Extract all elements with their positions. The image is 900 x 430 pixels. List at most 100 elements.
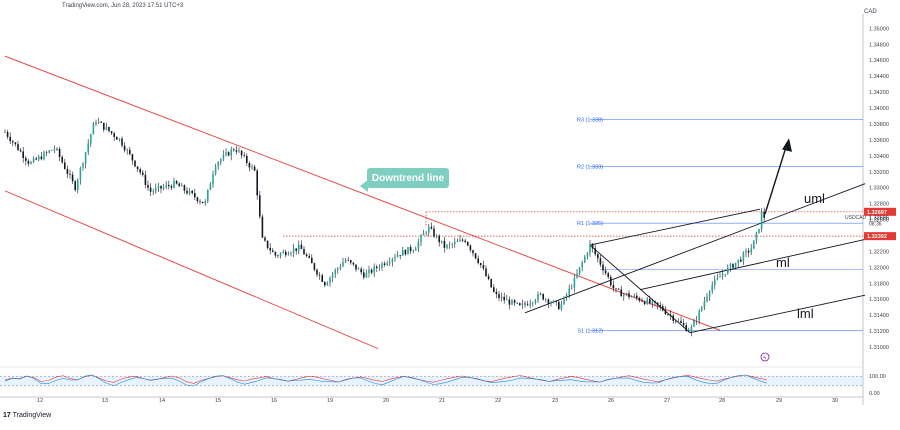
candle-body: [113, 133, 115, 137]
candle-body: [513, 300, 516, 303]
candle-body: [131, 154, 134, 161]
x-tick-label: 13: [102, 398, 108, 404]
candle-body: [506, 299, 508, 301]
candle-body: [350, 260, 352, 263]
candle-body: [225, 152, 227, 155]
candle-body: [360, 268, 362, 273]
candle-body: [682, 323, 685, 326]
y-tick-label: 1.33800: [869, 122, 889, 128]
y-tick-label: 1.33000: [869, 186, 889, 192]
candle-body: [490, 279, 492, 288]
candle-body: [248, 163, 251, 168]
candle-body: [40, 156, 43, 160]
candle-body: [615, 288, 617, 289]
candles: [4, 117, 765, 337]
candle-body: [116, 136, 118, 140]
candle-body: [136, 166, 139, 170]
candle-body: [264, 237, 266, 241]
candle-body: [266, 240, 269, 248]
candle-body: [79, 167, 82, 181]
candle-body: [56, 148, 58, 150]
candle-body: [305, 254, 308, 257]
candle-body: [464, 240, 466, 243]
candle-body: [337, 268, 339, 271]
candle-body: [269, 247, 271, 251]
candle-body: [612, 284, 615, 289]
candle-body: [425, 232, 427, 234]
candle-body: [719, 276, 721, 278]
candle-body: [547, 299, 550, 304]
candle-body: [597, 254, 599, 259]
candle-body: [292, 248, 295, 253]
candle-body: [578, 267, 581, 274]
candle-body: [594, 248, 596, 255]
candle-body: [487, 276, 490, 280]
candle-body: [727, 267, 729, 274]
candle-body: [396, 255, 399, 258]
candle-body: [170, 186, 173, 188]
y-tick-label: 1.34200: [869, 90, 889, 96]
candle-body: [599, 258, 602, 265]
candle-body: [454, 241, 456, 245]
candle-body: [214, 166, 217, 175]
currency-label: CAD: [864, 9, 877, 15]
price-axis[interactable]: 1.35000 1.34800 1.34600 1.34400 1.34200 1.340…: [845, 26, 896, 351]
candle-body: [503, 296, 505, 301]
candle-body: [191, 190, 193, 194]
tradingview-logo[interactable]: 17 TradingView: [3, 412, 51, 419]
candle-body: [246, 155, 248, 164]
candle-body: [12, 141, 14, 143]
candle-body: [19, 150, 22, 152]
candle-body: [495, 291, 498, 295]
candle-body: [420, 235, 422, 242]
candle-body: [636, 295, 638, 298]
candle-body: [422, 233, 425, 236]
candle-body: [6, 131, 9, 137]
candle-body: [217, 162, 219, 167]
candle-body: [139, 169, 141, 173]
x-tick-label: 26: [608, 398, 614, 404]
candle-body: [516, 302, 518, 304]
symbol-label: USDCAD: [845, 215, 867, 221]
candle-body: [334, 270, 336, 275]
candle-body: [256, 170, 258, 196]
candle-body: [186, 190, 188, 194]
candle-body: [412, 250, 414, 252]
time-axis[interactable]: 12 13 14 15 16 19 20 21 22 23 26 27 28 29 30: [37, 398, 838, 404]
candle-body: [61, 157, 63, 163]
y-tick-label: 1.34600: [869, 58, 889, 64]
x-tick-label: 20: [383, 398, 389, 404]
candle-body: [35, 158, 37, 160]
candle-body: [685, 325, 687, 332]
candle-body: [404, 249, 407, 255]
candle-body: [77, 180, 79, 191]
candle-body: [428, 226, 430, 233]
downtrend-line-upper: [4, 55, 721, 331]
candle-body: [173, 180, 175, 188]
candle-body: [188, 190, 191, 194]
candle-body: [43, 152, 45, 160]
candle-body: [298, 244, 300, 251]
candle-body: [589, 243, 591, 254]
candle-body: [617, 288, 620, 290]
candle-body: [467, 242, 469, 246]
candle-body: [383, 263, 386, 265]
candle-body: [144, 174, 147, 185]
candle-body: [534, 300, 537, 303]
candle-body: [394, 257, 396, 259]
candle-body: [201, 201, 204, 204]
price-tag-support-text: 1.32392: [867, 234, 887, 240]
candle-body: [482, 265, 485, 269]
candle-body: [430, 226, 433, 229]
downtrend-channel: [4, 55, 721, 350]
candle-body: [688, 331, 690, 332]
candle-body: [672, 315, 674, 321]
candle-body: [212, 174, 214, 184]
candle-body: [526, 304, 529, 306]
candle-body: [100, 121, 102, 123]
candle-body: [555, 300, 557, 302]
pivot-label: R1 (1.325): [577, 221, 603, 227]
candle-body: [399, 255, 401, 256]
